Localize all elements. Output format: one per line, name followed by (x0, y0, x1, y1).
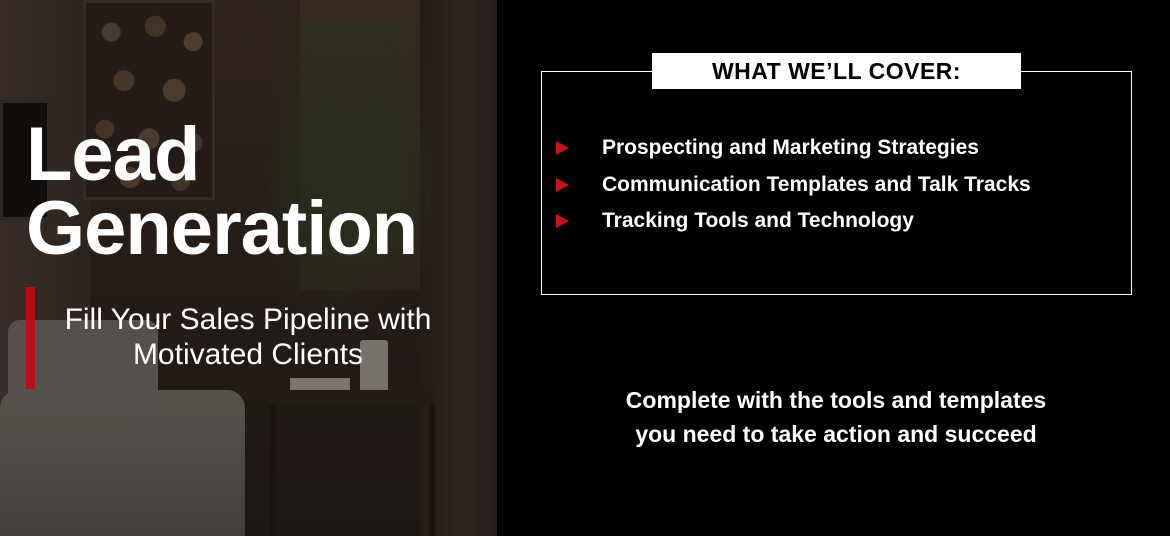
page-title: Lead Generation (26, 112, 418, 271)
list-item: Prospecting and Marketing Strategies (556, 131, 1031, 168)
photo-firewood-stack (83, 0, 215, 200)
photo-book (290, 378, 350, 390)
photo-fireplace (0, 100, 50, 220)
title-line-1: Lead (26, 112, 200, 197)
red-arrow-icon (556, 214, 569, 228)
list-item-label: Tracking Tools and Technology (602, 209, 914, 232)
red-arrow-icon (556, 177, 569, 192)
list-item: Tracking Tools and Technology (556, 204, 1031, 241)
background-photo (0, 0, 497, 536)
photo-side-table (270, 378, 435, 536)
cover-list: Prospecting and Marketing Strategies Com… (556, 131, 1031, 241)
list-item-label: Communication Templates and Talk Tracks (602, 172, 1031, 196)
page-subtitle: Fill Your Sales Pipeline with Motivated … (64, 303, 432, 371)
photo-table-top (270, 390, 435, 404)
photo-plant (270, 20, 430, 320)
cover-header: WHAT WE’LL COVER: (652, 53, 1021, 89)
list-item-label: Prospecting and Marketing Strategies (602, 136, 979, 159)
tagline: Complete with the tools and templates yo… (625, 387, 1047, 447)
photo-dark-overlay (0, 0, 497, 536)
title-line-2: Generation (26, 186, 418, 271)
red-arrow-icon (556, 141, 569, 155)
photo-sofa (0, 320, 245, 536)
right-panel (497, 0, 1170, 536)
list-item: Communication Templates and Talk Tracks (556, 168, 1031, 205)
red-accent-bar (26, 287, 35, 389)
